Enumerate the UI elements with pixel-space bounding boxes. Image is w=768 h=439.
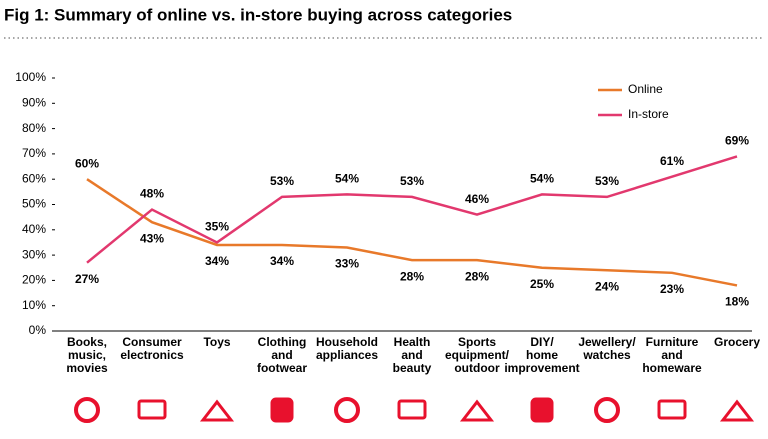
category-icon <box>74 397 100 423</box>
data-label: 23% <box>660 282 684 296</box>
x-tick-label: outdoor <box>454 361 500 375</box>
y-tick-label: 10% <box>22 298 46 312</box>
data-label: 24% <box>595 279 619 293</box>
icon-shape <box>657 399 687 420</box>
data-label: 34% <box>270 254 294 268</box>
data-label: 54% <box>530 172 554 186</box>
data-label: 60% <box>75 156 99 170</box>
data-label: 69% <box>725 134 749 148</box>
data-label: 28% <box>400 269 424 283</box>
x-tick-label: Clothing <box>258 335 307 349</box>
x-tick-label: homeware <box>642 361 702 375</box>
icon-shape <box>594 397 620 423</box>
x-tick-label: appliances <box>316 348 378 362</box>
icon-shape <box>719 399 755 422</box>
x-tick-label: movies <box>66 361 108 375</box>
icon-shape <box>74 397 100 423</box>
category-icon <box>530 397 554 423</box>
category-icon <box>397 399 427 420</box>
category-icon <box>270 397 294 423</box>
series-line <box>86 178 738 287</box>
y-tick-label: 30% <box>22 247 46 261</box>
icon-shape <box>137 399 167 420</box>
data-label: 46% <box>465 192 489 206</box>
x-tick-label: Toys <box>203 335 230 349</box>
icon-shape <box>530 397 554 423</box>
icon-shape <box>270 397 294 423</box>
icon-shape <box>459 399 495 422</box>
data-label: 35% <box>205 220 229 234</box>
x-tick-label: and <box>401 348 422 362</box>
category-icon <box>657 399 687 420</box>
y-tick-label: 70% <box>22 146 46 160</box>
data-label: 53% <box>595 174 619 188</box>
data-label: 28% <box>465 269 489 283</box>
x-tick-label: Furniture <box>646 335 699 349</box>
x-tick-label: DIY/ <box>530 335 554 349</box>
data-label: 27% <box>75 272 99 286</box>
data-label: 48% <box>140 187 164 201</box>
data-label: 53% <box>270 174 294 188</box>
category-icon <box>594 397 620 423</box>
category-icon <box>719 399 755 422</box>
data-label: 25% <box>530 277 554 291</box>
x-tick-label: beauty <box>393 361 432 375</box>
data-label: 34% <box>205 254 229 268</box>
x-tick-label: and <box>661 348 682 362</box>
icon-shape <box>199 399 235 422</box>
icon-shape <box>334 397 360 423</box>
legend-label: In-store <box>628 107 669 121</box>
y-tick-label: 50% <box>22 197 46 211</box>
x-tick-label: music, <box>68 348 106 362</box>
x-tick-label: and <box>271 348 292 362</box>
x-tick-label: Sports <box>458 335 496 349</box>
x-tick-label: Jewellery/ <box>578 335 636 349</box>
x-tick-label: footwear <box>257 361 307 375</box>
x-tick-label: improvement <box>504 361 579 375</box>
data-label: 43% <box>140 231 164 245</box>
chart-title: Fig 1: Summary of online vs. in-store bu… <box>4 5 512 24</box>
category-icon <box>137 399 167 420</box>
data-label: 61% <box>660 154 684 168</box>
data-label: 18% <box>725 295 749 309</box>
y-tick-label: 90% <box>22 95 46 109</box>
x-tick-label: watches <box>582 348 631 362</box>
data-label: 33% <box>335 257 359 271</box>
category-icon <box>334 397 360 423</box>
x-tick-label: equipment/ <box>445 348 510 362</box>
x-tick-label: Grocery <box>714 335 760 349</box>
x-tick-label: Health <box>394 335 431 349</box>
icon-shape <box>397 399 427 420</box>
series-line <box>86 155 738 264</box>
data-label: 53% <box>400 174 424 188</box>
x-tick-label: Books, <box>67 335 107 349</box>
y-tick-label: 80% <box>22 121 46 135</box>
y-tick-label: 0% <box>29 323 47 337</box>
x-tick-label: Household <box>316 335 378 349</box>
category-icon <box>199 399 235 422</box>
y-tick-label: 100% <box>15 70 46 84</box>
x-tick-label: Consumer <box>122 335 182 349</box>
data-label: 54% <box>335 172 359 186</box>
y-tick-label: 60% <box>22 171 46 185</box>
x-tick-label: home <box>526 348 558 362</box>
y-tick-label: 20% <box>22 273 46 287</box>
x-tick-label: electronics <box>120 348 184 362</box>
category-icon <box>459 399 495 422</box>
y-tick-label: 40% <box>22 222 46 236</box>
legend-label: Online <box>628 82 663 96</box>
